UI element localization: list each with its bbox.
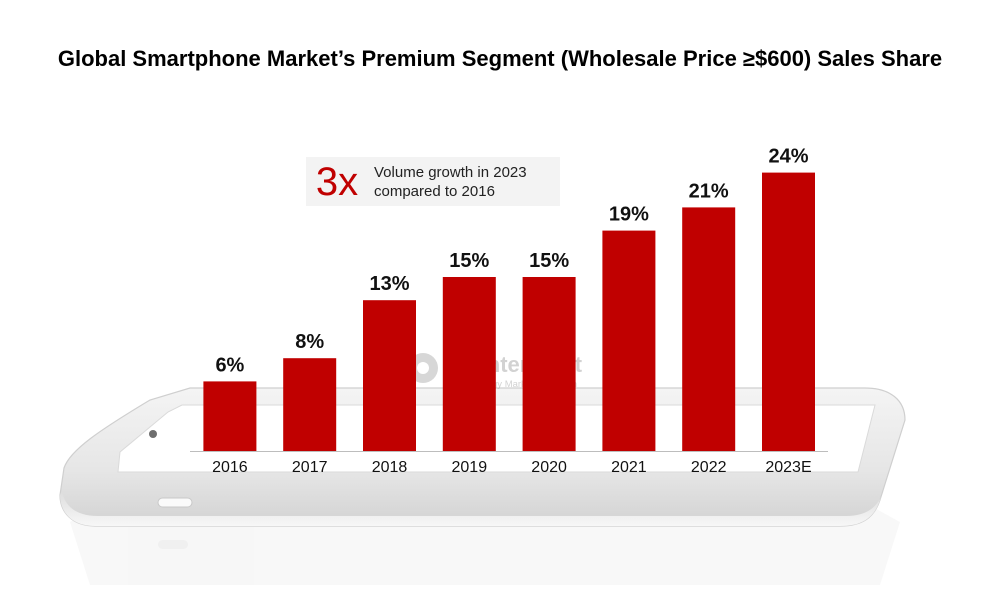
tick-label-2021: 2021	[611, 459, 647, 476]
chart-title: Global Smartphone Market’s Premium Segme…	[57, 46, 943, 71]
tick-label-2017: 2017	[292, 459, 328, 476]
data-label-2023e: 24%	[768, 146, 808, 168]
phone-camera-icon	[149, 430, 157, 438]
bar-2020	[522, 277, 576, 451]
tick-label-2022: 2022	[691, 459, 727, 476]
callout-multiplier: 3x	[315, 159, 359, 204]
data-label-2018: 13%	[369, 273, 409, 295]
phone-home-button-icon	[157, 497, 193, 508]
data-label-2016: 6%	[215, 354, 244, 376]
data-label-2020: 15%	[529, 250, 569, 272]
data-label-2021: 19%	[609, 204, 649, 226]
watermark-subtitle: Technology Market Research	[454, 379, 577, 390]
data-label-2017: 8%	[295, 331, 324, 353]
callout-text: Volume growth in 2023 compared to 2016	[374, 163, 527, 200]
bar-2017	[283, 358, 337, 451]
bar-2022	[682, 207, 736, 451]
tick-label-2016: 2016	[212, 459, 248, 476]
tick-label-2020: 2020	[531, 459, 567, 476]
bar-2023e	[762, 172, 815, 451]
tick-label-2018: 2018	[372, 459, 408, 476]
x-tick-labels: 2016 2017 2018 2019 2020 2021 2022 2023E	[212, 459, 812, 476]
data-label-2022: 21%	[689, 180, 729, 202]
bar-2019	[442, 277, 496, 451]
tick-label-2023e: 2023E	[765, 459, 811, 476]
data-labels: 6% 8% 13% 15% 15% 19% 21% 24%	[215, 146, 808, 377]
bar-2018	[363, 300, 416, 451]
growth-callout: 3x Volume growth in 2023 compared to 201…	[306, 157, 560, 206]
data-label-2019: 15%	[449, 250, 489, 272]
bar-2016	[203, 381, 257, 451]
tick-label-2019: 2019	[452, 459, 488, 476]
bar-2021	[602, 230, 656, 451]
bar-series	[203, 172, 815, 451]
